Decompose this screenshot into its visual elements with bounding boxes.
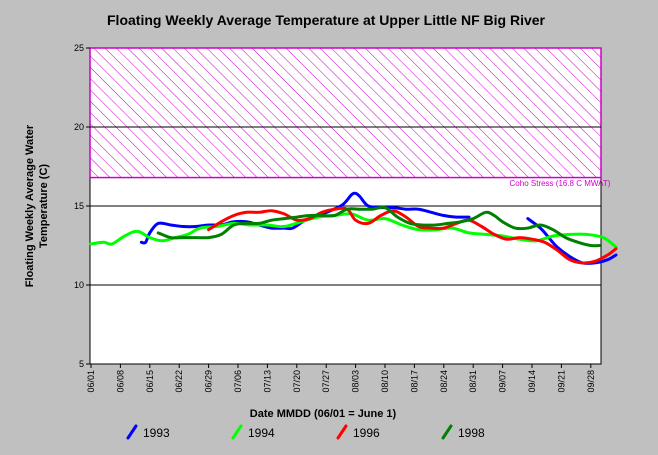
chart-title: Floating Weekly Average Temperature at U… bbox=[107, 12, 546, 28]
x-tick-label: 08/31 bbox=[468, 370, 478, 393]
y-tick-label: 10 bbox=[74, 280, 84, 290]
x-tick-label: 06/15 bbox=[145, 370, 155, 393]
x-tick-label: 06/01 bbox=[86, 370, 96, 393]
y-axis-label-line1: Floating Weekly Average Water bbox=[24, 124, 36, 287]
series-lines bbox=[89, 191, 618, 265]
x-tick-label: 07/27 bbox=[321, 370, 331, 393]
x-tick-label: 06/22 bbox=[174, 370, 184, 393]
y-tick-label: 25 bbox=[74, 43, 84, 53]
x-tick-label: 09/21 bbox=[556, 370, 566, 393]
legend-label-1994: 1994 bbox=[248, 426, 275, 440]
x-tick-label: 09/28 bbox=[586, 370, 596, 393]
legend-swatch-1996 bbox=[336, 424, 348, 440]
threshold-label: Coho Stress (16.8 C MWAT) bbox=[510, 179, 611, 188]
legend-swatch-1998 bbox=[441, 424, 453, 440]
x-axis-label: Date MMDD (06/01 = June 1) bbox=[250, 408, 397, 420]
x-axis-ticks: 06/01 06/08 06/15 06/22 06/29 07/06 07/13 07/20… bbox=[86, 364, 596, 393]
x-tick-label: 08/17 bbox=[409, 370, 419, 393]
legend-swatch-1994 bbox=[231, 424, 243, 440]
x-tick-label: 09/07 bbox=[498, 370, 508, 393]
y-tick-label: 5 bbox=[79, 359, 84, 369]
legend: 1993 1994 1996 1998 bbox=[126, 424, 485, 440]
threshold-band-group bbox=[89, 47, 602, 179]
x-tick-label: 08/24 bbox=[439, 370, 449, 393]
x-tick-label: 07/06 bbox=[233, 370, 243, 393]
series-line-1998 bbox=[156, 205, 601, 248]
grid-lines bbox=[90, 126, 601, 286]
series-line-1993 bbox=[526, 217, 618, 265]
series-line-1996 bbox=[207, 206, 618, 265]
x-tick-label: 09/14 bbox=[527, 370, 537, 393]
y-axis-label-line2: Temperature (C) bbox=[38, 164, 50, 248]
x-tick-label: 06/08 bbox=[115, 370, 125, 393]
legend-label-1996: 1996 bbox=[353, 426, 380, 440]
x-tick-label: 08/03 bbox=[351, 370, 361, 393]
legend-label-1993: 1993 bbox=[143, 426, 170, 440]
coho-stress-band bbox=[89, 47, 602, 179]
legend-swatch-1993 bbox=[126, 424, 138, 440]
x-tick-label: 07/20 bbox=[292, 370, 302, 393]
x-tick-label: 08/10 bbox=[380, 370, 390, 393]
legend-label-1998: 1998 bbox=[458, 426, 485, 440]
y-axis-ticks: 5 10 15 20 25 bbox=[74, 43, 90, 369]
x-tick-label: 07/13 bbox=[262, 370, 272, 393]
x-tick-label: 06/29 bbox=[204, 370, 214, 393]
y-tick-label: 15 bbox=[74, 201, 84, 211]
y-tick-label: 20 bbox=[74, 122, 84, 132]
